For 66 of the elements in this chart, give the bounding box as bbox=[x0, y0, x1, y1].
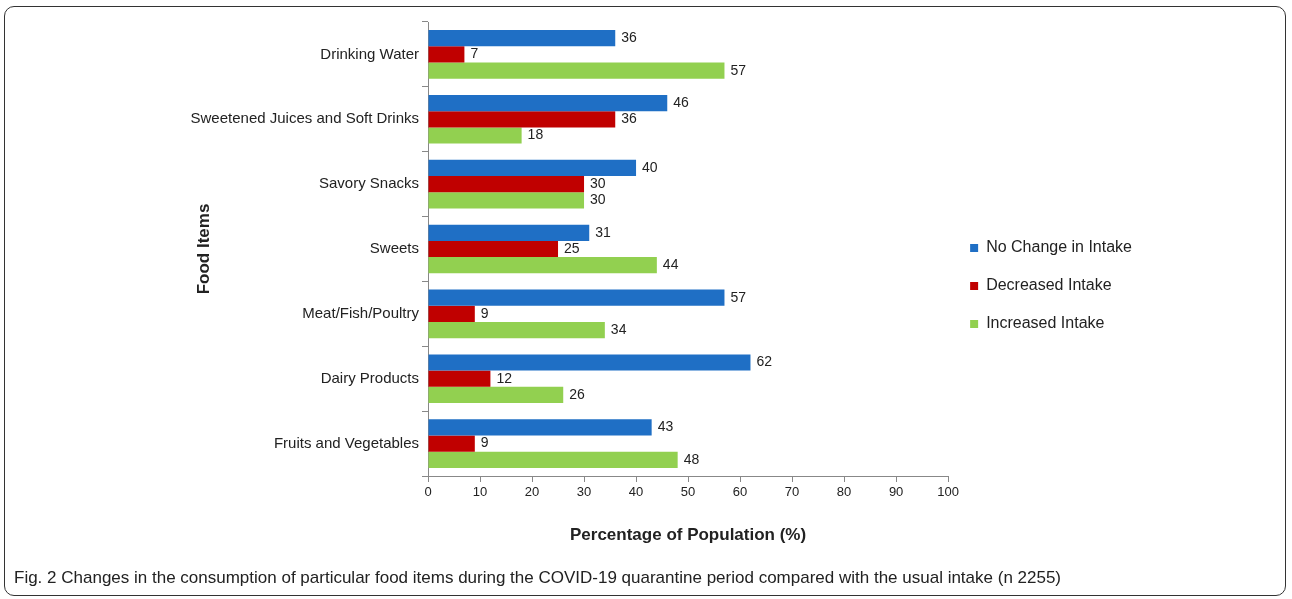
bar bbox=[428, 127, 522, 144]
y-tick-label: Drinking Water bbox=[320, 44, 419, 62]
bar bbox=[428, 451, 678, 468]
bar bbox=[428, 94, 668, 112]
x-tick-label: 10 bbox=[472, 484, 488, 500]
bar bbox=[428, 305, 475, 322]
x-tick-label: 0 bbox=[424, 484, 432, 500]
bar bbox=[428, 176, 585, 193]
x-tick-label: 70 bbox=[784, 484, 800, 500]
bar bbox=[428, 62, 725, 79]
data-label: 62 bbox=[756, 353, 773, 370]
x-tick-label: 40 bbox=[628, 484, 644, 500]
bar bbox=[428, 240, 559, 258]
y-tick-label: Sweetened Juices and Soft Drinks bbox=[190, 109, 419, 127]
data-label: 43 bbox=[657, 418, 674, 435]
bar bbox=[428, 321, 605, 339]
data-label: 31 bbox=[595, 223, 612, 240]
bar bbox=[428, 419, 652, 436]
bar bbox=[428, 257, 657, 274]
data-label: 7 bbox=[470, 45, 479, 62]
data-label: 57 bbox=[730, 61, 747, 78]
bar bbox=[428, 111, 616, 128]
x-axis-title: Percentage of Population (%) bbox=[569, 525, 807, 545]
x-tick-label: 20 bbox=[524, 484, 540, 500]
legend-label: No Change in Intake bbox=[986, 238, 1133, 256]
data-label: 57 bbox=[730, 288, 747, 305]
data-label: 9 bbox=[480, 304, 489, 321]
x-tick-label: 100 bbox=[937, 484, 959, 500]
data-label: 34 bbox=[610, 320, 627, 337]
data-label: 30 bbox=[590, 175, 606, 191]
x-tick-label: 30 bbox=[576, 484, 592, 500]
bar bbox=[428, 435, 475, 452]
bar bbox=[428, 30, 616, 47]
data-label: 30 bbox=[590, 191, 606, 208]
bar bbox=[428, 159, 637, 177]
bar bbox=[428, 354, 751, 371]
data-label: 36 bbox=[621, 110, 638, 127]
data-label: 48 bbox=[683, 450, 700, 467]
bar bbox=[428, 46, 465, 63]
caption: Fig. 2 Changes in the consumption of particular food items during the COVID-19 quarantine period compared with the usual intake (n 2255) bbox=[14, 568, 1062, 588]
bar bbox=[428, 386, 564, 404]
data-label: 44 bbox=[662, 256, 679, 273]
y-tick-label: Meat/Fish/Poultry bbox=[302, 304, 420, 321]
y-axis-title: Food Items bbox=[193, 203, 213, 295]
y-tick-label: Fruits and Vegetables bbox=[273, 433, 419, 451]
data-label: 46 bbox=[673, 93, 690, 110]
data-label: 25 bbox=[564, 239, 580, 256]
data-label: 9 bbox=[480, 434, 489, 451]
bar bbox=[428, 289, 725, 306]
data-label: 40 bbox=[642, 158, 658, 175]
data-label: 12 bbox=[496, 369, 513, 386]
x-tick-label: 50 bbox=[680, 484, 696, 500]
x-tick-label: 80 bbox=[836, 484, 852, 500]
data-label: 36 bbox=[621, 29, 638, 46]
legend-label: Increased Intake bbox=[986, 314, 1105, 332]
bar bbox=[428, 192, 585, 209]
y-tick-label: Sweets bbox=[369, 239, 419, 257]
data-label: 26 bbox=[569, 385, 586, 402]
x-tick-label: 60 bbox=[732, 484, 748, 500]
data-label: 18 bbox=[527, 126, 544, 143]
bar bbox=[428, 224, 590, 241]
y-tick-label: Dairy Products bbox=[320, 368, 419, 386]
x-tick-label: 90 bbox=[888, 484, 904, 500]
legend-label: Decreased Intake bbox=[986, 276, 1112, 294]
bar bbox=[428, 370, 491, 387]
y-tick-label: Savory Snacks bbox=[318, 174, 419, 192]
